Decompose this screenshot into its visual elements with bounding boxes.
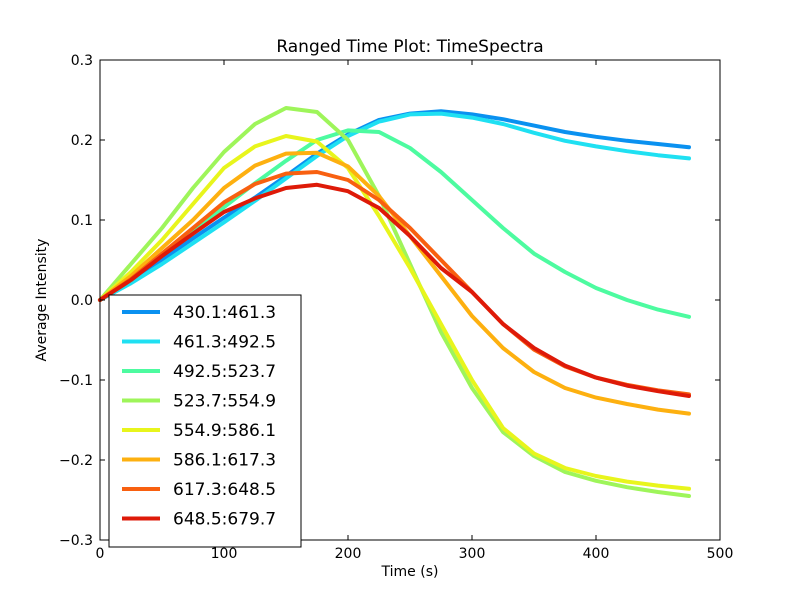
legend-entry-label: 554.9:586.1 bbox=[173, 421, 276, 441]
legend-entry-label: 617.3:648.5 bbox=[173, 480, 276, 500]
x-tick-label: 200 bbox=[335, 546, 362, 562]
x-axis-label: Time (s) bbox=[381, 564, 439, 580]
chart-title: Ranged Time Plot: TimeSpectra bbox=[276, 37, 543, 57]
legend-entry-label: 648.5:679.7 bbox=[173, 510, 276, 530]
y-tick-label: −0.1 bbox=[59, 373, 93, 389]
x-tick-label: 0 bbox=[96, 546, 105, 562]
y-tick-label: 0.3 bbox=[71, 53, 93, 69]
x-tick-label: 400 bbox=[583, 546, 610, 562]
series-line-8 bbox=[98, 182, 691, 398]
y-tick-label: 0.1 bbox=[71, 213, 93, 229]
legend-entry-label: 586.1:617.3 bbox=[173, 451, 276, 471]
x-tick-label: 100 bbox=[211, 546, 238, 562]
legend-entry-label: 461.3:492.5 bbox=[173, 333, 276, 353]
series-lines bbox=[98, 106, 691, 498]
legend-box bbox=[108, 294, 302, 548]
legend-entry-label: 523.7:554.9 bbox=[173, 392, 276, 412]
legend-entry-label: 430.1:461.3 bbox=[173, 303, 276, 323]
axis-ticks: 0 100 200 300 400 500 −0.3 −0.2 −0.1 0.0 0.1 0.2 0.3 bbox=[59, 53, 733, 562]
series-line-4 bbox=[98, 106, 691, 498]
y-axis-label: Average Intensity bbox=[34, 239, 50, 362]
legend: 430.1:461.3 461.3:492.5 492.5:523.7 523.7:5… bbox=[108, 294, 302, 548]
x-tick-label: 300 bbox=[459, 546, 486, 562]
y-tick-label: −0.2 bbox=[59, 453, 93, 469]
series-line-2 bbox=[98, 111, 691, 302]
y-tick-label: −0.3 bbox=[59, 533, 93, 549]
series-line-3 bbox=[98, 128, 691, 319]
y-tick-label: 0.0 bbox=[71, 293, 93, 309]
legend-entry-label: 492.5:523.7 bbox=[173, 362, 276, 382]
y-tick-label: 0.2 bbox=[71, 133, 93, 149]
series-line-5 bbox=[98, 134, 691, 491]
x-tick-label: 500 bbox=[707, 546, 734, 562]
